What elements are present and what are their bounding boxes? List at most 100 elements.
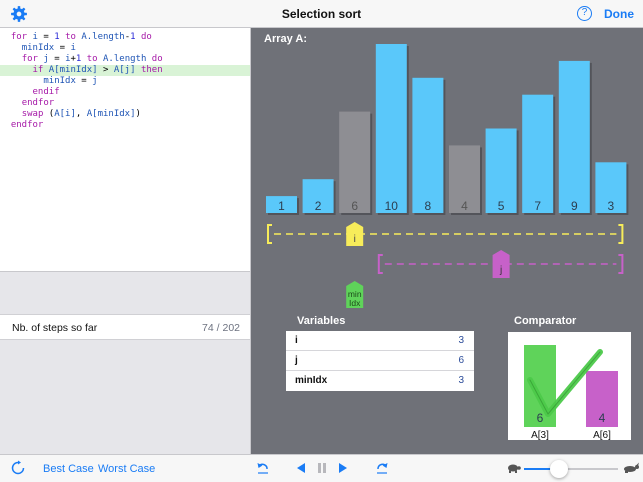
array-bar-value: 1: [278, 199, 285, 213]
i-pointer-label: i: [354, 234, 356, 245]
code-token: then: [140, 65, 163, 75]
code-token: [0, 109, 22, 119]
step-forward-icon[interactable]: [374, 460, 390, 476]
hare-icon: [624, 462, 639, 473]
left-pane: for i = 1 to A.length-1 do minIdx = i fo…: [0, 28, 251, 454]
code-token: minIdx: [43, 76, 76, 86]
code-token: [0, 76, 43, 86]
minidx-pointer-label-2: Idx: [349, 298, 361, 308]
array-bar-value: 3: [608, 199, 615, 213]
code-token: A[minIdx]: [86, 109, 136, 119]
code-token: =: [48, 54, 66, 64]
comparator-right-value: 4: [599, 411, 606, 425]
code-token: endfor: [21, 98, 55, 108]
comparator-title: Comparator: [514, 315, 577, 327]
i-range-bracket-left: [267, 224, 272, 244]
i-range-bracket-right: [618, 224, 624, 244]
comparator-left-label: A[3]: [531, 430, 549, 440]
variables-title: Variables: [297, 315, 346, 327]
code-token: (: [43, 109, 55, 119]
variable-name: i: [295, 335, 298, 346]
speed-slider-thumb[interactable]: [549, 460, 568, 478]
comparator-right-bar: [586, 371, 618, 427]
next-step-icon[interactable]: [337, 462, 349, 474]
done-button[interactable]: Done: [604, 7, 634, 21]
array-bar: [558, 60, 590, 214]
code-token: -: [124, 32, 131, 42]
array-bar: [266, 196, 297, 213]
speed-slider[interactable]: [524, 460, 618, 478]
code-line: endfor: [0, 98, 250, 109]
array-bar: [522, 94, 554, 213]
steps-label: Nb. of steps so far: [12, 322, 98, 334]
code-token: 1: [54, 32, 60, 42]
code-line: swap (A[i], A[minIdx]): [0, 109, 250, 120]
code-token: i: [32, 32, 38, 42]
j-range-bracket-left: [377, 254, 383, 274]
code-token: A[minIdx]: [48, 65, 98, 75]
gear-icon[interactable]: [10, 5, 28, 23]
code-token: 1: [130, 32, 136, 42]
array-bar-value: 6: [351, 199, 358, 213]
code-token: for: [10, 32, 28, 42]
code-token: if: [32, 65, 44, 75]
code-line: endfor: [0, 120, 250, 131]
code-token: endfor: [10, 120, 44, 130]
i-pointer: [346, 222, 364, 246]
code-line: for i = 1 to A.length-1 do: [0, 32, 250, 43]
variable-name: minIdx: [295, 375, 328, 386]
code-line: for j = i+1 to A.length do: [0, 54, 250, 65]
help-button[interactable]: ?: [577, 6, 592, 21]
j-pointer-label: j: [499, 265, 502, 276]
code-token: A.length: [81, 32, 125, 42]
best-case-button[interactable]: Best Case: [43, 463, 94, 475]
array-bar-value: 10: [385, 199, 399, 213]
code-token: =: [37, 32, 55, 42]
j-range-bracket-right: [618, 254, 624, 274]
code-token: i: [65, 54, 71, 64]
comparator-panel: 6 4 A[3] A[6]: [508, 332, 631, 441]
code-token: do: [140, 32, 152, 42]
array-bar: [302, 179, 334, 213]
step-back-icon[interactable]: [255, 460, 271, 476]
code-line: if A[minIdx] > A[j] then: [0, 65, 250, 76]
code-token: j: [43, 54, 49, 64]
array-bar: [339, 111, 371, 213]
code-token: j: [92, 76, 98, 86]
code-token: A.length: [103, 54, 147, 64]
code-line: minIdx = i: [0, 43, 250, 54]
variables-table: i 3 j 6 minIdx 3: [286, 331, 474, 391]
comparator-left-value: 6: [537, 411, 544, 425]
steps-value: 74 / 202: [202, 322, 240, 334]
variable-value: 6: [458, 355, 464, 366]
code-token: i: [70, 43, 76, 53]
code-token: A[i]: [54, 109, 76, 119]
pause-icon[interactable]: [316, 462, 328, 474]
minidx-pointer-label-1: min: [348, 289, 362, 299]
code-token: ): [135, 109, 141, 119]
code-token: +: [70, 54, 76, 64]
speed-slider-fill: [524, 468, 559, 470]
code-token: minIdx: [21, 43, 55, 53]
code-token: =: [75, 76, 93, 86]
code-token: [0, 32, 11, 42]
code-token: [0, 43, 22, 53]
code-token: to: [65, 32, 76, 42]
steps-row: Nb. of steps so far 74 / 202: [0, 314, 250, 340]
previous-step-icon[interactable]: [295, 462, 307, 474]
code-token: for: [21, 54, 38, 64]
code-token: =: [54, 43, 71, 53]
code-token: [0, 65, 33, 75]
code-token: endif: [32, 87, 60, 97]
code-token: [0, 87, 33, 97]
code-line: endif: [0, 87, 250, 98]
bottom-toolbar: Best Case Worst Case: [0, 454, 643, 482]
code-line: minIdx = j: [0, 76, 250, 87]
code-token: A[j]: [113, 65, 136, 75]
code-token: [0, 98, 22, 108]
array-bar-value: 5: [498, 199, 505, 213]
code-token: swap: [21, 109, 44, 119]
worst-case-button[interactable]: Worst Case: [98, 463, 156, 475]
array-bar: [412, 77, 444, 213]
reset-icon[interactable]: [10, 460, 26, 476]
